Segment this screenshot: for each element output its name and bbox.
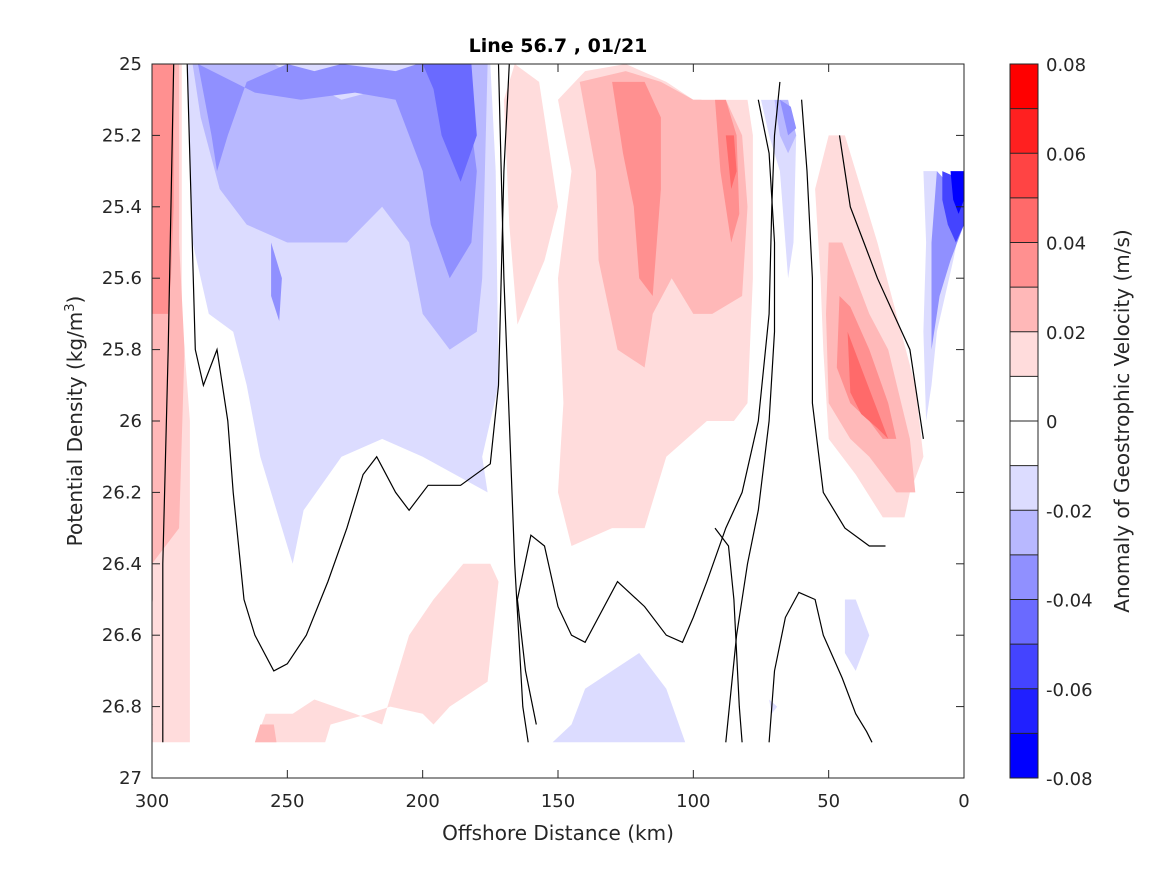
y-tick-label: 25.8 [102,340,142,361]
y-tick-label: 26.2 [102,482,142,503]
contour-fill-neg3-20 [779,99,797,136]
contour-fill-pos2-26 [254,724,277,743]
colorbar-tick-label: -0.06 [1046,680,1093,701]
colorbar-tick-label: 0.02 [1046,323,1086,344]
contour-fill-pos4-13 [725,135,737,189]
colorbar-tick-label: 0.06 [1046,144,1086,165]
y-tick-label: 25.4 [102,197,142,218]
contour-fill-pos3-16 [836,296,897,439]
zero-contour-line-1 [152,492,153,616]
contour-fill-neg1-28 [844,599,870,671]
missing-data-band [701,64,959,100]
colorbar-segment [1010,644,1038,690]
colorbar-segment [1010,599,1038,645]
contour-fill-pos2-10 [579,71,748,368]
colorbar-label: Anomaly of Geostrophic Velocity (m/s) [1110,229,1134,612]
colorbar-segment [1010,376,1038,422]
contour-fill-pos1-25 [254,563,499,743]
zero-contour-line-0 [162,64,175,743]
x-tick-label: 150 [541,791,575,812]
contour-fill-pos3-11 [612,81,661,297]
colorbar-segment [1010,733,1038,779]
x-axis-label: Offshore Distance (km) [442,821,674,845]
y-axis: 25 25.2 25.4 25.6 25.8 26 26.2 26.4 26.6 26.8 27 [102,54,964,789]
y-tick-label: 25.6 [102,268,142,289]
y-axis-label: Potential Density (kg/m3) [63,296,87,547]
zero-contour-line-6 [725,99,776,743]
chart-title: Line 56.7 , 01/21 [469,35,648,57]
colorbar-tick-label: -0.02 [1046,501,1093,522]
contour-fill-pos3-2 [152,64,174,314]
x-tick-label: 250 [270,791,304,812]
zero-contour-line-4 [497,64,529,743]
contour-fill-pos1-8 [503,64,558,325]
colorbar-segment [1010,287,1038,333]
zero-contour-line-10 [714,527,743,743]
contour-fill-neg1-27 [552,653,686,743]
y-axis-label-main: Potential Density (kg/m [63,312,87,547]
y-tick-label: 26.8 [102,697,142,718]
y-tick-label: 25.2 [102,125,142,146]
plot-area [152,64,964,778]
colorbar-segment [1010,554,1038,600]
contour-fill-neg3-7 [271,242,282,321]
contour-fill-neg3-5 [198,64,477,279]
contour-fill-pos4-17 [847,331,889,439]
y-axis-label-exponent: 3 [63,303,78,311]
colorbar-segment [1010,465,1038,511]
x-axis: 300 250 200 150 100 50 0 [135,64,970,812]
colorbar-segment [1010,510,1038,556]
y-tick-label: 26.6 [102,625,142,646]
y-tick-label: 25 [119,54,142,75]
colorbar-segment [1010,331,1038,377]
y-tick-label: 26.4 [102,554,142,575]
zero-contour-line-3 [186,64,510,672]
colorbar-tick-label: 0.04 [1046,234,1086,255]
colorbar-tick-label: -0.04 [1046,591,1093,612]
colorbar-segment [1010,64,1038,110]
colorbar: 0.08 0.06 0.04 0.02 0 -0.02 -0.04 -0.06 -0.08 [1009,55,1093,790]
colorbar-tick-label: -0.08 [1046,769,1093,790]
contour-fill-neg4-6 [422,64,477,182]
colorbar-tick-label: 0 [1046,412,1057,433]
y-axis-label-close: ) [63,296,87,304]
x-tick-label: 300 [135,791,169,812]
colorbar-segment [1010,108,1038,154]
y-tick-label: 26 [119,411,142,432]
colorbar-segment [1010,421,1038,467]
x-tick-label: 200 [405,791,439,812]
zero-contour-line-9 [768,591,873,743]
colorbar-segment [1010,197,1038,243]
x-tick-label: 50 [817,791,840,812]
colorbar-segment [1010,242,1038,288]
colorbar-segment [1010,153,1038,199]
x-tick-label: 100 [676,791,710,812]
zero-contour-line-5 [516,81,781,725]
y-tick-label: 27 [119,768,142,789]
x-tick-label: 0 [958,791,969,812]
colorbar-tick-label: 0.08 [1046,55,1086,76]
contour-fill-neg7-24 [950,171,964,214]
zero-contour-line-8 [838,135,924,439]
zero-contour-line-7 [801,99,886,547]
colorbar-segment [1010,688,1038,734]
